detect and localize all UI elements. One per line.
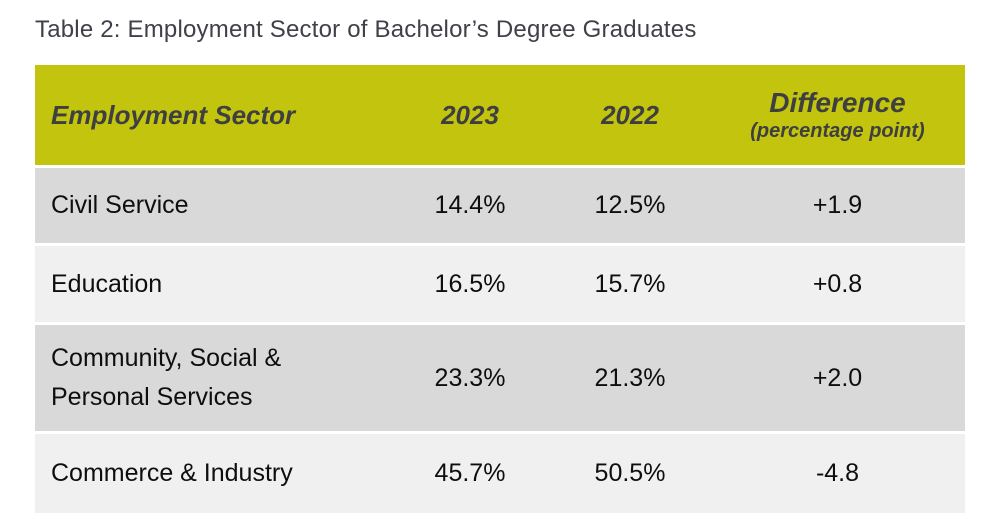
cell-2023: 23.3% [434,363,506,392]
header-sublabel: (percentage point) [750,119,925,142]
header-label: 2022 [601,99,659,130]
header-2023: 2023 [390,65,550,165]
cell-2022: 21.3% [594,363,666,392]
cell-sector: Commerce & Industry [35,434,390,513]
cell-2022: 12.5% [594,191,666,219]
cell-difference: +0.8 [812,269,863,298]
header-employment-sector: Employment Sector [35,65,390,165]
sector-label: Education [51,269,163,298]
table-row: Commerce & Industry 45.7% 50.5% -4.8 [35,434,965,513]
header-2022: 2022 [550,65,710,165]
table-caption: Table 2: Employment Sector of Bachelor’s… [35,16,697,43]
cell-difference: +1.9 [812,191,863,219]
cell-2023: 14.4% [434,191,506,219]
cell-sector: Civil Service [35,168,390,243]
table-row: Civil Service 14.4% 12.5% +1.9 [35,168,965,243]
table-row: Community, Social & Personal Services 23… [35,325,965,431]
table-header-row: Employment Sector 2023 2022 Difference (… [35,65,965,165]
cell-difference: -4.8 [815,459,860,487]
cell-2023: 45.7% [434,459,506,487]
cell-difference: +2.0 [812,363,863,392]
difference-header-stack: Difference (percentage point) [750,87,924,142]
sector-label: Civil Service [51,191,189,220]
cell-2022: 15.7% [594,269,666,298]
header-label: 2023 [441,99,499,130]
cell-sector: Community, Social & Personal Services [35,325,390,431]
cell-2022: 50.5% [594,459,666,487]
table-row: Education 16.5% 15.7% +0.8 [35,246,965,322]
header-difference: Difference (percentage point) [710,65,965,165]
sector-label: Commerce & Industry [51,459,293,488]
cell-2023: 16.5% [434,269,506,298]
header-label: Difference [769,87,906,119]
cell-sector: Education [35,246,390,322]
sector-label: Community, Social & Personal Services [51,344,282,411]
employment-sector-table: Employment Sector 2023 2022 Difference (… [35,65,965,513]
header-label: Employment Sector [51,99,296,130]
